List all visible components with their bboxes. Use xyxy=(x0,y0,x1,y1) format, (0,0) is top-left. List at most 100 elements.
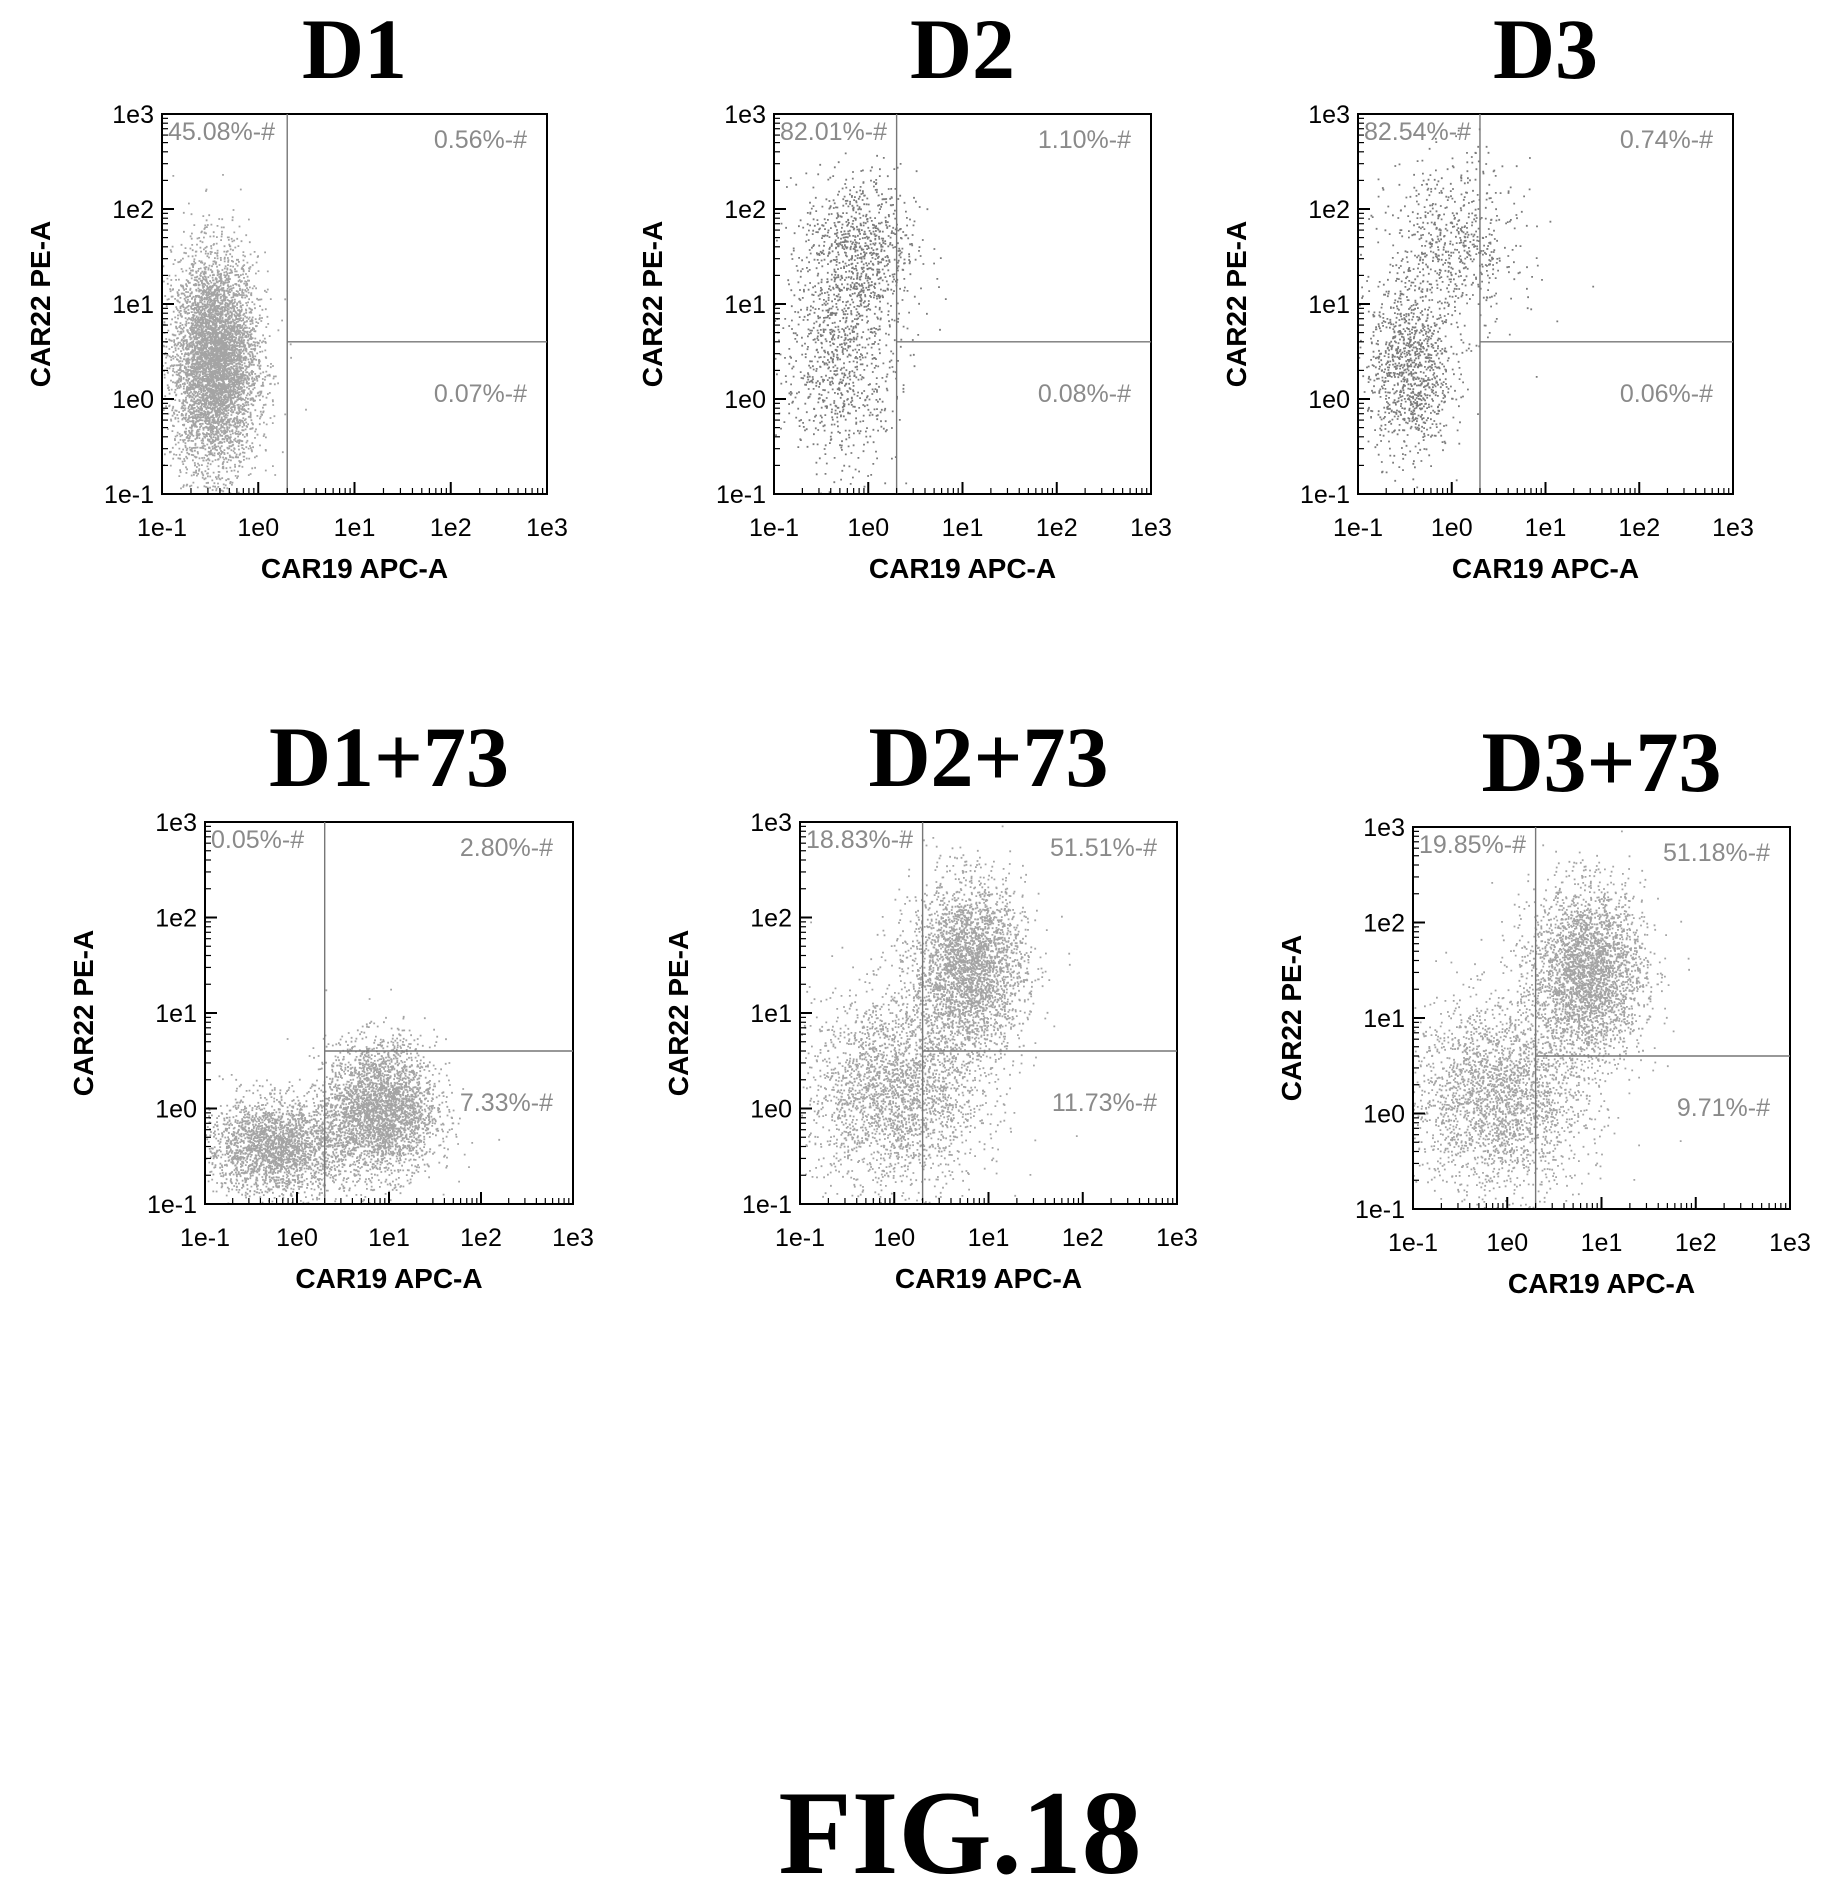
x-tick-label: 1e0 xyxy=(1431,514,1473,542)
data-points xyxy=(1413,830,1690,1209)
y-tick-label: 1e0 xyxy=(750,1096,792,1124)
quadrant-upper-left: 0.05%-# xyxy=(211,826,304,854)
y-tick-label: 1e3 xyxy=(724,101,766,129)
x-tick-label: 1e2 xyxy=(1675,1229,1717,1257)
x-tick-label: 1e1 xyxy=(942,514,984,542)
x-tick-label: 1e1 xyxy=(1525,514,1567,542)
scatter-points xyxy=(1358,128,1595,489)
y-tick-label: 1e3 xyxy=(1308,101,1350,129)
y-tick-label: 1e1 xyxy=(112,291,154,319)
y-tick-label: 1e3 xyxy=(1363,814,1405,842)
x-tick-label: 1e1 xyxy=(1581,1229,1623,1257)
quadrant-upper-right: 1.10%-# xyxy=(1038,126,1131,154)
x-tick-label: 1e0 xyxy=(276,1224,318,1252)
quadrant-lower-right: 0.06%-# xyxy=(1620,380,1713,408)
y-axis-label: CAR22 PE-A xyxy=(663,930,694,1096)
y-tick-label: 1e-1 xyxy=(716,481,766,509)
y-axis-label: CAR22 PE-A xyxy=(637,221,668,387)
y-tick-label: 1e2 xyxy=(1363,910,1405,938)
panel-title: D3 xyxy=(1493,1,1598,97)
y-tick-label: 1e1 xyxy=(1363,1005,1405,1033)
panel-title: D2+73 xyxy=(868,709,1108,805)
data-points xyxy=(205,988,501,1204)
quadrant-upper-right: 51.51%-# xyxy=(1050,834,1157,862)
x-tick-label: 1e3 xyxy=(1769,1229,1811,1257)
x-axis-label: CAR19 APC-A xyxy=(295,1263,482,1294)
y-tick-label: 1e3 xyxy=(155,809,197,837)
quadrant-upper-left: 45.08%-# xyxy=(168,118,275,146)
x-tick-label: 1e-1 xyxy=(775,1224,825,1252)
panel-title: D3+73 xyxy=(1481,714,1721,810)
x-tick-label: 1e-1 xyxy=(180,1224,230,1252)
quadrant-lower-right: 0.08%-# xyxy=(1038,380,1131,408)
x-axis-label: CAR19 APC-A xyxy=(895,1263,1082,1294)
x-axis-label: CAR19 APC-A xyxy=(869,553,1056,584)
y-tick-label: 1e2 xyxy=(1308,196,1350,224)
panel-4: D2+73 1e-1 1e-1 1e0 1e0 1e1 1e1 1e2 1e2 1e3 1e3 CAR… xyxy=(663,709,1198,1294)
y-tick-label: 1e-1 xyxy=(1300,481,1350,509)
x-tick-label: 1e2 xyxy=(1062,1224,1104,1252)
y-tick-label: 1e-1 xyxy=(147,1191,197,1219)
scatter-points xyxy=(801,825,1078,1204)
quadrant-upper-left: 18.83%-# xyxy=(806,826,913,854)
data-points xyxy=(162,174,307,494)
x-tick-label: 1e3 xyxy=(1130,514,1172,542)
panel-2: D3 1e-1 1e-1 1e0 1e0 1e1 1e1 1e2 1e2 1e3 1e3 CAR19 … xyxy=(1221,1,1754,584)
quadrant-upper-left: 82.54%-# xyxy=(1364,118,1471,146)
y-tick-label: 1e0 xyxy=(724,386,766,414)
x-axis-label: CAR19 APC-A xyxy=(1452,553,1639,584)
y-tick-label: 1e0 xyxy=(1363,1101,1405,1129)
panel-title: D2 xyxy=(910,1,1015,97)
panels: D1 1e-1 1e-1 1e0 1e0 1e1 1e1 1e2 1e2 1e3 1e3 CAR19 … xyxy=(25,1,1811,1299)
scatter-points xyxy=(162,174,307,494)
x-tick-label: 1e0 xyxy=(237,514,279,542)
x-axis-label: CAR19 APC-A xyxy=(261,553,448,584)
scatter-points xyxy=(774,152,947,494)
panel-1: D2 1e-1 1e-1 1e0 1e0 1e1 1e1 1e2 1e2 1e3 1e3 CAR19 … xyxy=(637,1,1172,584)
x-tick-label: 1e3 xyxy=(526,514,568,542)
y-tick-label: 1e-1 xyxy=(742,1191,792,1219)
panel-0: D1 1e-1 1e-1 1e0 1e0 1e1 1e1 1e2 1e2 1e3 1e3 CAR19 … xyxy=(25,1,568,584)
quadrant-lower-right: 7.33%-# xyxy=(460,1089,553,1117)
y-tick-label: 1e1 xyxy=(724,291,766,319)
data-points xyxy=(801,825,1078,1204)
x-tick-label: 1e2 xyxy=(1036,514,1078,542)
x-tick-label: 1e2 xyxy=(460,1224,502,1252)
x-tick-label: 1e0 xyxy=(847,514,889,542)
y-tick-label: 1e-1 xyxy=(1355,1196,1405,1224)
x-tick-label: 1e0 xyxy=(1486,1229,1528,1257)
data-points xyxy=(1358,128,1595,489)
y-axis-label: CAR22 PE-A xyxy=(68,930,99,1096)
quadrant-upper-right: 51.18%-# xyxy=(1663,839,1770,867)
panel-3: D1+73 1e-1 1e-1 1e0 1e0 1e1 1e1 1e2 1e2 1e3 1e3 CAR… xyxy=(68,709,594,1294)
plot-frame xyxy=(1357,113,1734,495)
x-tick-label: 1e-1 xyxy=(137,514,187,542)
x-tick-label: 1e1 xyxy=(968,1224,1010,1252)
scatter-points xyxy=(1413,830,1690,1209)
quadrant-upper-right: 2.80%-# xyxy=(460,834,553,862)
y-axis-label: CAR22 PE-A xyxy=(1221,221,1252,387)
y-tick-label: 1e0 xyxy=(112,386,154,414)
x-axis-label: CAR19 APC-A xyxy=(1508,1268,1695,1299)
y-tick-label: 1e-1 xyxy=(104,481,154,509)
x-tick-label: 1e1 xyxy=(334,514,376,542)
y-tick-label: 1e3 xyxy=(750,809,792,837)
quadrant-upper-left: 82.01%-# xyxy=(780,118,887,146)
y-tick-label: 1e2 xyxy=(750,905,792,933)
y-tick-label: 1e0 xyxy=(155,1096,197,1124)
y-axis-label: CAR22 PE-A xyxy=(1276,935,1307,1101)
y-tick-label: 1e2 xyxy=(155,905,197,933)
x-tick-label: 1e-1 xyxy=(749,514,799,542)
data-points xyxy=(774,152,947,494)
quadrant-lower-right: 9.71%-# xyxy=(1677,1094,1770,1122)
y-tick-label: 1e1 xyxy=(155,1000,197,1028)
panel-title: D1+73 xyxy=(269,709,509,805)
panel-5: D3+73 1e-1 1e-1 1e0 1e0 1e1 1e1 1e2 1e2 1e3 1e3 CAR… xyxy=(1276,714,1811,1299)
x-tick-label: 1e-1 xyxy=(1388,1229,1438,1257)
y-tick-label: 1e3 xyxy=(112,101,154,129)
y-tick-label: 1e1 xyxy=(1308,291,1350,319)
y-tick-label: 1e2 xyxy=(112,196,154,224)
y-axis-label: CAR22 PE-A xyxy=(25,221,56,387)
quadrant-upper-right: 0.74%-# xyxy=(1620,126,1713,154)
